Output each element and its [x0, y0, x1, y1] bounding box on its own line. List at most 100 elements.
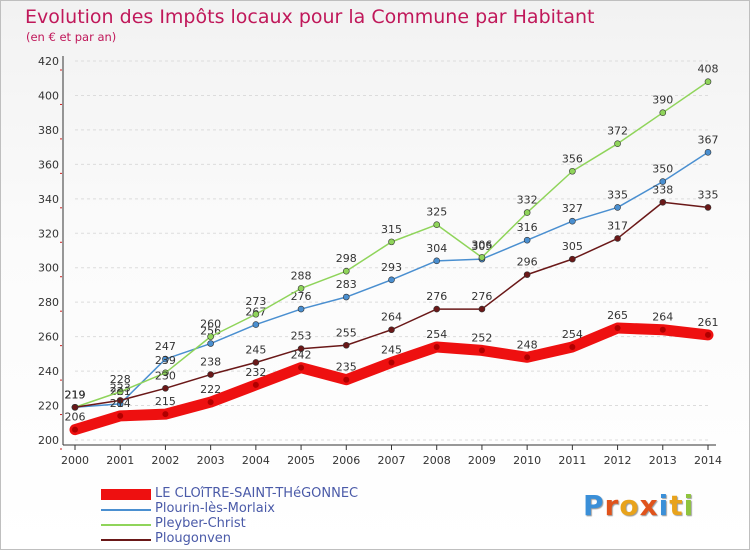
data-point — [659, 178, 667, 185]
data-point — [659, 109, 667, 116]
data-point — [614, 140, 621, 147]
data-label: 304 — [426, 242, 447, 255]
y-tick-label: 380 — [38, 124, 59, 137]
data-label: 254 — [426, 328, 447, 341]
data-point — [116, 397, 124, 404]
data-label: 335 — [698, 188, 719, 201]
data-point — [614, 235, 621, 242]
data-label: 230 — [155, 369, 176, 382]
data-point — [162, 385, 169, 392]
legend-swatch — [101, 539, 151, 541]
data-point — [523, 209, 531, 216]
data-point — [297, 285, 305, 292]
data-point — [704, 149, 712, 156]
data-point — [433, 305, 441, 313]
data-label: 283 — [336, 278, 357, 291]
data-label: 317 — [607, 219, 628, 232]
data-label: 255 — [336, 326, 357, 339]
data-point — [569, 255, 576, 263]
x-tick-label: 2003 — [197, 454, 225, 467]
data-point — [162, 369, 169, 377]
data-label: 327 — [562, 202, 583, 215]
logo-letter: o — [619, 489, 640, 522]
data-label: 264 — [381, 311, 402, 324]
data-point — [705, 331, 711, 338]
data-point — [659, 198, 667, 206]
data-point — [388, 238, 395, 246]
data-point — [162, 355, 169, 363]
data-label: 335 — [607, 188, 628, 201]
data-label: 372 — [607, 125, 628, 138]
x-tick-label: 2011 — [558, 454, 586, 467]
legend-swatch — [101, 489, 151, 500]
data-point — [569, 217, 576, 225]
data-label: 223 — [110, 381, 131, 394]
legend-item: Plougonven — [101, 531, 501, 547]
data-point — [614, 325, 621, 332]
x-tick-label: 2004 — [242, 454, 270, 467]
data-point — [297, 305, 305, 313]
legend-swatch — [101, 509, 151, 511]
data-point — [569, 343, 576, 350]
data-label: 235 — [336, 361, 357, 374]
data-label: 248 — [517, 338, 538, 351]
y-tick-label: 200 — [38, 434, 59, 447]
data-label: 356 — [562, 152, 583, 165]
x-tick-label: 2005 — [287, 454, 315, 467]
data-label: 296 — [517, 256, 538, 269]
legend-swatch — [101, 524, 151, 526]
data-point — [252, 321, 260, 328]
data-label: 247 — [155, 340, 176, 353]
chart-subtitle: (en € et par an) — [26, 30, 117, 44]
data-label: 288 — [291, 269, 312, 282]
data-point — [298, 364, 305, 371]
data-label: 350 — [652, 163, 673, 176]
proxiti-logo: Proxiti — [583, 489, 694, 522]
x-tick-label: 2001 — [106, 454, 134, 467]
x-tick-label: 2007 — [378, 454, 406, 467]
data-label: 367 — [698, 133, 719, 146]
data-label: 260 — [200, 318, 221, 331]
data-point — [71, 403, 79, 411]
data-label: 206 — [65, 411, 86, 424]
x-tick-label: 2006 — [332, 454, 360, 467]
data-point — [704, 204, 712, 211]
data-label: 219 — [65, 388, 86, 401]
data-label: 245 — [381, 343, 402, 356]
data-label: 293 — [381, 261, 402, 274]
x-tick-label: 2010 — [513, 454, 541, 467]
data-point — [523, 236, 531, 244]
data-label: 276 — [426, 290, 447, 303]
y-tick-label: 360 — [38, 158, 59, 171]
y-tick-label: 260 — [38, 331, 59, 344]
data-point — [524, 354, 531, 361]
data-label: 239 — [155, 354, 176, 367]
data-point — [569, 167, 576, 175]
x-tick-label: 2012 — [604, 454, 632, 467]
data-label: 245 — [245, 343, 266, 356]
data-label: 306 — [471, 238, 492, 251]
data-point — [478, 254, 486, 261]
data-point — [207, 340, 214, 347]
data-point — [388, 359, 395, 366]
x-tick-label: 2008 — [423, 454, 451, 467]
legend-item: Plourin-lès-Morlaix — [101, 501, 501, 517]
data-label: 276 — [291, 290, 312, 303]
data-label: 325 — [426, 206, 447, 219]
data-point — [433, 343, 440, 350]
legend-label: LE CLOîTRE-SAINT-THéGONNEC — [155, 486, 359, 501]
data-point — [433, 257, 441, 265]
data-label: 305 — [471, 240, 492, 253]
data-label: 408 — [698, 63, 719, 76]
data-label: 305 — [562, 240, 583, 253]
chart-legend: LE CLOîTRE-SAINT-THéGONNEC Plourin-lès-Mo… — [101, 486, 501, 547]
legend-item: Pleyber-Christ — [101, 516, 501, 532]
data-point — [478, 347, 485, 354]
data-label: 253 — [291, 330, 312, 343]
data-point — [116, 388, 124, 396]
data-label: 238 — [200, 356, 221, 369]
logo-letter: r — [604, 489, 620, 522]
data-label: 219 — [65, 388, 86, 401]
